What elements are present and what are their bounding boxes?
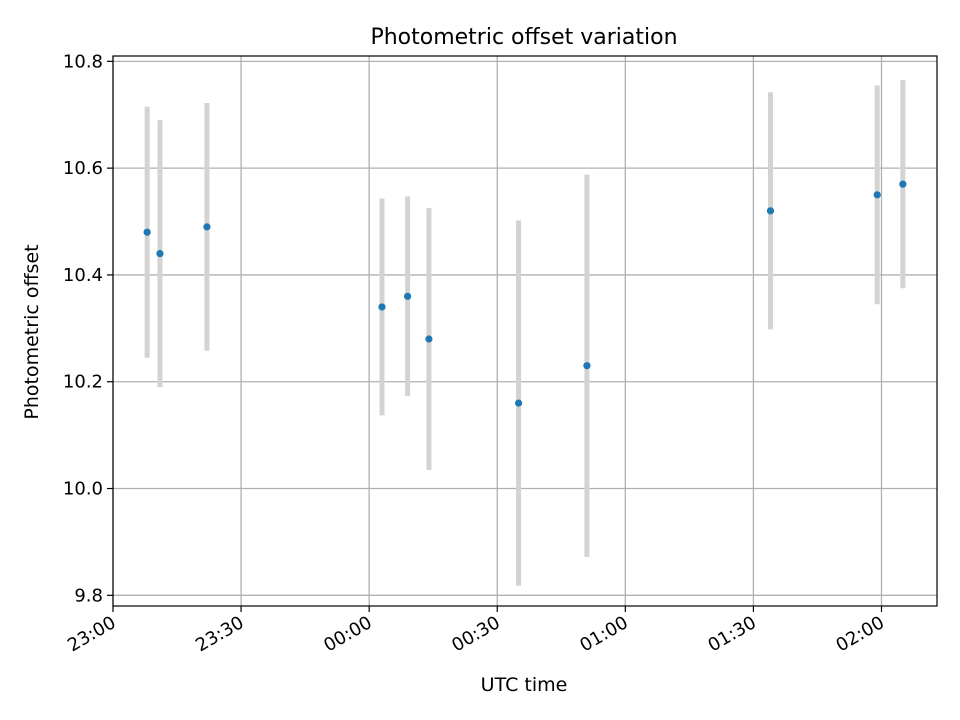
data-point (425, 335, 433, 343)
plot-area-frame (112, 55, 938, 607)
data-point (766, 207, 775, 215)
data-point (378, 303, 386, 311)
data-points (143, 180, 907, 407)
x-axis-label: UTC time (481, 674, 568, 696)
y-tick-label: 10.4 (63, 265, 103, 286)
data-point (583, 362, 591, 370)
data-point (143, 228, 151, 236)
data-point (203, 223, 211, 231)
data-point (514, 399, 523, 407)
y-tick-label: 10.6 (63, 158, 103, 179)
grid-lines (112, 56, 937, 606)
chart-title: Photometric offset variation (370, 25, 677, 50)
y-tick-label: 10.2 (63, 372, 103, 393)
y-tick-label: 9.8 (74, 585, 103, 606)
data-point (156, 249, 164, 258)
data-point (403, 292, 412, 300)
y-tick-label: 10.0 (63, 479, 103, 500)
y-axis-label: Photometric offset (21, 244, 43, 419)
data-point (873, 191, 881, 199)
y-tick-label: 10.8 (63, 51, 103, 72)
data-point (899, 180, 907, 188)
